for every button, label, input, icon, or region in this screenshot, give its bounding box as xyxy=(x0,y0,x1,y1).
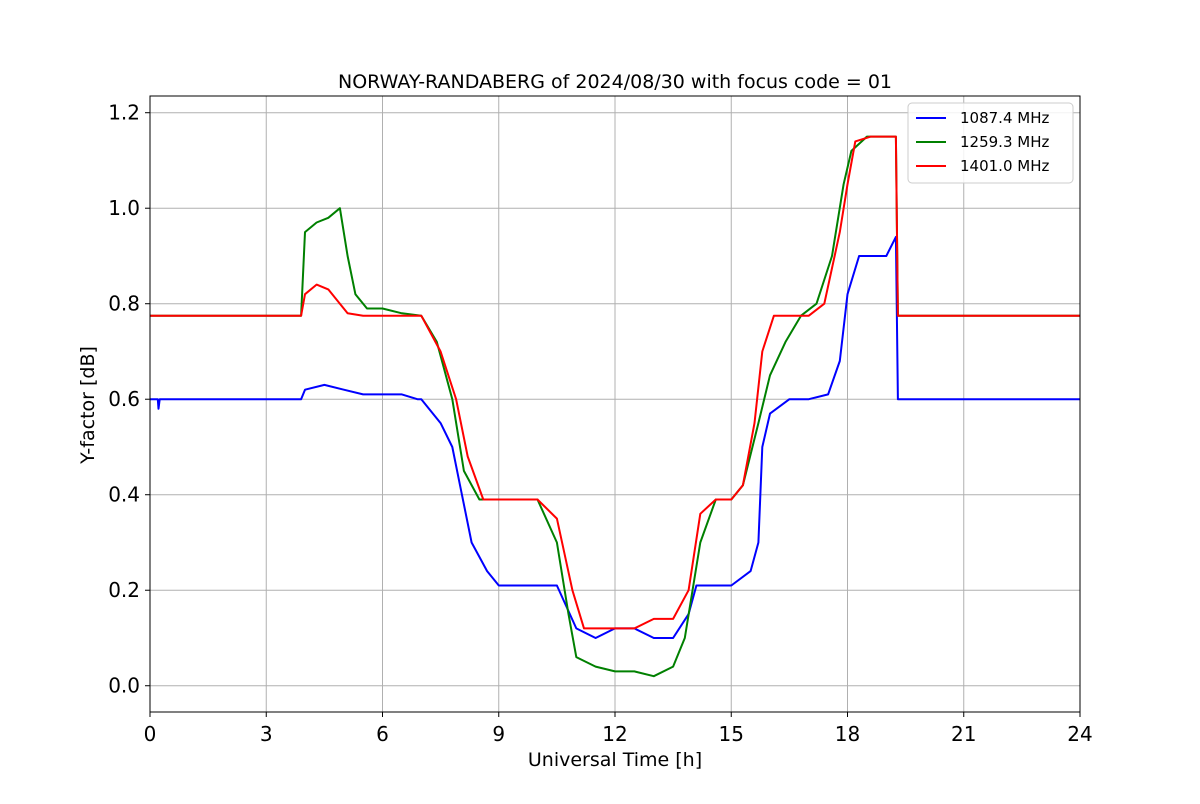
y-axis-label: Y-factor [dB] xyxy=(77,346,99,465)
x-tick-label: 12 xyxy=(602,722,627,746)
y-tick-label: 1.2 xyxy=(108,101,140,125)
axis-ticks: 0 3 6 9 12 15 18 21 24 0.0 0.2 0.4 0.6 0.8 1.0 1.2 xyxy=(108,101,1093,746)
y-tick-label: 0.6 xyxy=(108,387,140,411)
legend-entry-label: 1087.4 MHz xyxy=(960,109,1049,127)
y-tick-label: 0.0 xyxy=(108,674,140,698)
y-tick-label: 1.0 xyxy=(108,196,140,220)
series-lines xyxy=(150,135,1080,678)
x-tick-label: 21 xyxy=(951,722,976,746)
series-line-2 xyxy=(150,135,1080,678)
y-tick-label: 0.2 xyxy=(108,578,140,602)
x-tick-label: 9 xyxy=(492,722,505,746)
y-tick-label: 0.8 xyxy=(108,292,140,316)
legend-box xyxy=(907,102,1074,184)
legend-entry-label: 1401.0 MHz xyxy=(960,157,1049,175)
series-line-3 xyxy=(150,135,1080,630)
x-tick-label: 24 xyxy=(1067,722,1092,746)
grid xyxy=(149,96,1081,712)
x-tick-label: 0 xyxy=(144,722,157,746)
chart-title: NORWAY-RANDABERG of 2024/08/30 with focu… xyxy=(338,71,892,93)
x-tick-label: 18 xyxy=(835,722,860,746)
x-tick-label: 15 xyxy=(719,722,744,746)
legend-entry-label: 1259.3 MHz xyxy=(960,133,1049,151)
y-tick-label: 0.4 xyxy=(108,483,140,507)
x-tick-label: 3 xyxy=(260,722,273,746)
x-axis-label: Universal Time [h] xyxy=(528,749,702,771)
x-tick-label: 6 xyxy=(376,722,389,746)
legend: 1087.4 MHz 1259.3 MHz 1401.0 MHz xyxy=(907,102,1074,184)
